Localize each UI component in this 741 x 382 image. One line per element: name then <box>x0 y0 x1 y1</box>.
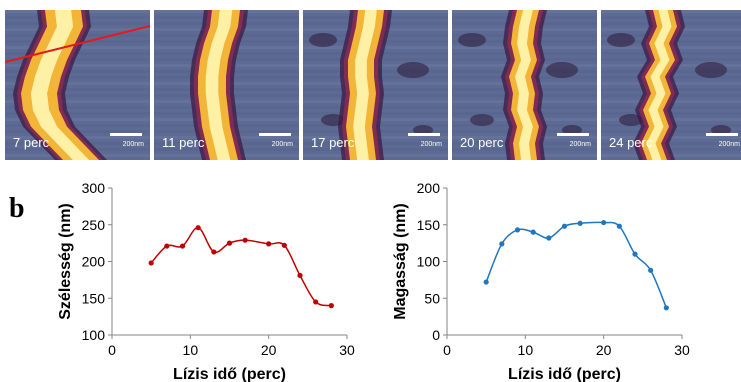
y-axis-label: Magasság (nm) <box>392 203 409 319</box>
cross-section-line <box>5 25 150 63</box>
y-tick-label: 150 <box>417 217 441 233</box>
data-point <box>179 243 186 249</box>
scale-bar <box>557 133 589 136</box>
x-tick-label: 30 <box>674 342 690 358</box>
data-point <box>514 227 521 233</box>
x-tick-label: 0 <box>108 342 116 358</box>
afm-image: 7 perc 200nm <box>5 10 150 160</box>
x-tick-label: 0 <box>443 342 451 358</box>
data-point <box>164 243 170 249</box>
fiber-shape <box>205 10 233 160</box>
afm-topography <box>601 10 741 160</box>
time-label: 7 perc <box>13 135 50 150</box>
time-label: 24 perc <box>609 135 653 150</box>
x-axis-label: Lízis idő (perc) <box>508 366 621 382</box>
x-tick-label: 20 <box>261 342 277 358</box>
data-point <box>648 267 654 273</box>
fiber-shape <box>198 10 240 160</box>
data-point <box>601 219 607 226</box>
x-tick-label: 30 <box>339 342 355 358</box>
x-tick-label: 10 <box>183 342 199 358</box>
x-axis-label: Lízis idő (perc) <box>173 366 286 382</box>
data-point <box>546 235 552 241</box>
fiber-shape <box>646 10 672 160</box>
afm-image: 20 perc 200nm <box>452 10 597 160</box>
y-tick-label: 300 <box>82 180 106 196</box>
data-point <box>266 241 272 247</box>
y-tick-label: 200 <box>417 180 441 196</box>
series-line <box>485 221 668 309</box>
data-point <box>195 225 201 231</box>
afm-topography <box>303 10 448 160</box>
afm-image: 17 perc 200nm <box>303 10 448 160</box>
data-point <box>297 272 303 279</box>
width-plot: 100 150 200 250 300 0 10 20 30 Lízis idő (perc) Sz… <box>57 180 355 382</box>
scale-bar <box>259 133 291 136</box>
y-tick-label: 200 <box>82 254 106 270</box>
scale-bar-label: 200nm <box>569 141 591 148</box>
data-point <box>483 279 489 285</box>
height-plot: 0 50 100 150 200 0 10 20 30 Lízis idő (perc) Magas… <box>392 180 690 382</box>
x-tick-label: 10 <box>518 342 534 358</box>
y-tick-label: 100 <box>417 254 441 270</box>
fiber-shape <box>353 10 377 160</box>
scale-bar <box>706 133 738 136</box>
data-point <box>313 299 319 305</box>
scale-bar <box>110 133 142 136</box>
y-tick-label: 250 <box>82 217 106 233</box>
scale-bar-label: 200nm <box>122 141 144 148</box>
data-point <box>499 241 505 247</box>
afm-image: 24 perc 200nm <box>601 10 741 160</box>
data-point <box>328 303 334 309</box>
y-axis-label: Szélesség (nm) <box>57 203 74 319</box>
scale-bar-label: 200nm <box>718 141 740 148</box>
fiber-shape <box>30 10 90 160</box>
scale-bar-label: 200nm <box>420 141 442 148</box>
data-point <box>530 229 536 235</box>
scale-bar-label: 200nm <box>271 141 293 148</box>
data-point <box>226 240 233 246</box>
data-point <box>211 249 217 255</box>
afm-image: 11 perc 200nm <box>154 10 299 160</box>
y-tick-label: 100 <box>82 327 106 343</box>
panel-b-letter: b <box>9 193 25 224</box>
afm-topography <box>452 10 597 160</box>
data-point <box>632 251 638 257</box>
scale-bar <box>408 133 440 136</box>
data-point <box>577 220 583 226</box>
fiber-shape <box>515 10 533 160</box>
y-tick-label: 150 <box>82 290 106 306</box>
data-point <box>148 260 154 266</box>
afm-topography <box>5 10 150 160</box>
time-label: 20 perc <box>460 135 504 150</box>
series-line <box>150 226 332 307</box>
data-point <box>663 305 669 311</box>
data-point <box>561 223 568 229</box>
data-point <box>281 242 287 248</box>
time-label: 17 perc <box>311 135 355 150</box>
data-point <box>242 237 248 243</box>
y-tick-label: 0 <box>432 327 440 343</box>
y-tick-label: 50 <box>424 290 440 306</box>
x-tick-label: 20 <box>596 342 612 358</box>
data-point <box>616 223 622 229</box>
time-label: 11 perc <box>162 135 205 150</box>
afm-topography <box>154 10 299 160</box>
